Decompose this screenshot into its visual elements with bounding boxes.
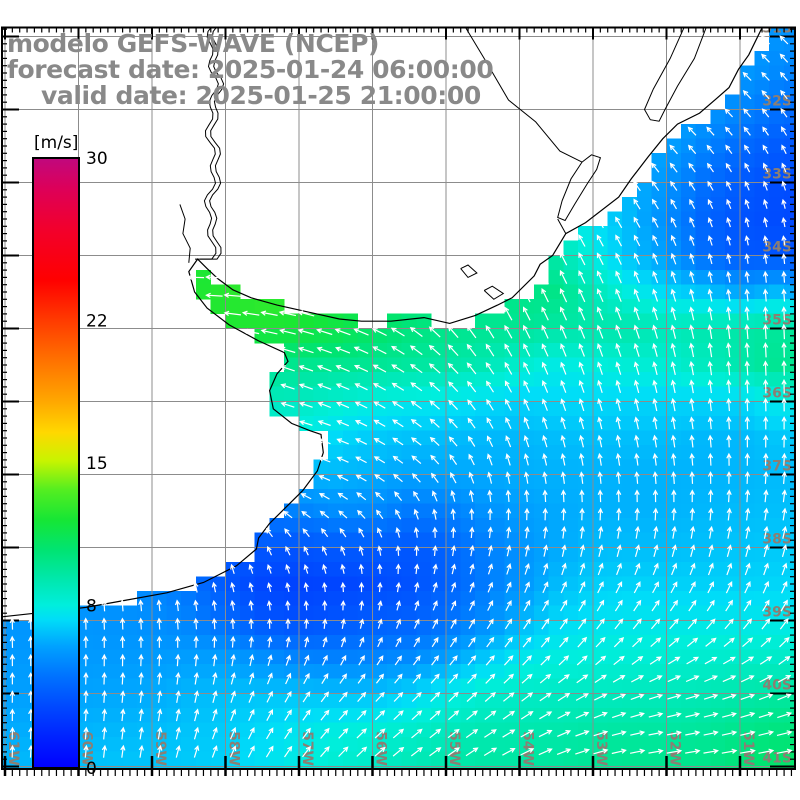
lat-label: 39S <box>762 605 792 621</box>
lat-label: 37S <box>762 459 792 475</box>
lon-label: 52W <box>667 731 683 766</box>
country-border <box>464 27 583 163</box>
lagoon-outline <box>460 264 478 279</box>
map-frame <box>1 26 796 776</box>
title-valid-date: valid date: 2025-01-25 21:00:00 <box>41 81 481 110</box>
lon-label: 54W <box>520 731 536 766</box>
parana-river <box>179 204 191 263</box>
title-model-name: modelo GEFS-WAVE (NCEP) <box>7 29 380 58</box>
colorbar-unit: [m/s] <box>34 133 78 153</box>
lagoon-outline <box>643 27 707 122</box>
lat-label: 34S <box>762 240 792 256</box>
lon-label: 51W <box>740 731 756 766</box>
title-forecast-date: forecast date: 2025-01-24 06:00:00 <box>7 55 494 84</box>
lat-label: 38S <box>762 532 792 548</box>
colorbar-tick-label: 15 <box>86 454 108 474</box>
coastline-group <box>2 27 764 618</box>
river-east-bank <box>200 27 225 260</box>
colorbar-gradient <box>32 157 80 769</box>
lat-label: 35S <box>762 313 792 329</box>
lon-label: 53W <box>593 731 609 766</box>
lon-label: 55W <box>446 731 462 766</box>
wind-arrows <box>9 35 793 758</box>
colorbar-tick-label: 30 <box>86 149 108 169</box>
lat-label: 36S <box>762 386 792 402</box>
lat-label: 41S <box>762 751 792 767</box>
graticule <box>2 27 795 769</box>
lat-label: 40S <box>762 678 792 694</box>
colorbar-tick-label: 0 <box>86 759 97 779</box>
lagoon-outline <box>483 285 505 300</box>
river-west-bank <box>195 27 219 260</box>
colorbar: [m/s] 0 8 15 22 30 <box>32 133 108 779</box>
country-border-south <box>557 218 567 234</box>
colorbar-tick-label: 22 <box>86 312 108 332</box>
colorbar-tick-label: 8 <box>86 596 97 616</box>
lat-label: 32S <box>762 94 792 110</box>
lagoon-outline <box>557 154 602 222</box>
lat-label: 33S <box>762 167 792 183</box>
coastline <box>2 27 764 618</box>
